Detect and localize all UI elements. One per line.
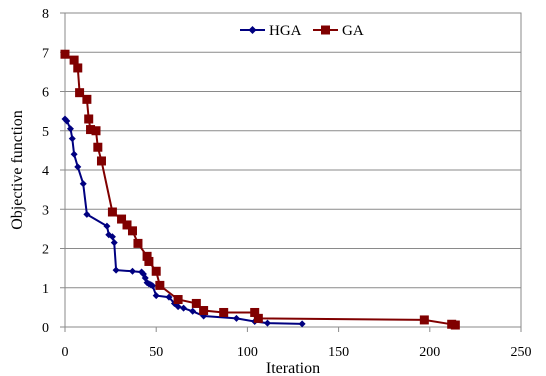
y-tick-label: 1 bbox=[42, 282, 49, 297]
data-point bbox=[75, 88, 85, 98]
data-point bbox=[180, 304, 188, 312]
y-tick-label: 6 bbox=[42, 86, 49, 101]
y-axis-title: Objective function bbox=[9, 110, 26, 230]
data-point bbox=[133, 238, 143, 248]
x-tick-label: 50 bbox=[149, 345, 163, 360]
data-point bbox=[155, 280, 165, 290]
grid-lines bbox=[65, 12, 521, 289]
data-point bbox=[86, 125, 96, 135]
data-point bbox=[219, 307, 229, 317]
series-line bbox=[64, 53, 456, 326]
data-point bbox=[69, 55, 79, 65]
axes bbox=[60, 12, 522, 332]
data-point bbox=[83, 210, 91, 218]
y-tick-label: 3 bbox=[42, 203, 49, 218]
data-point bbox=[127, 226, 137, 236]
data-point bbox=[165, 293, 173, 301]
data-point bbox=[263, 319, 271, 327]
x-tick-label: 100 bbox=[237, 345, 258, 360]
x-tick-label: 150 bbox=[328, 345, 349, 360]
series-hga bbox=[61, 115, 306, 328]
data-point bbox=[232, 314, 240, 322]
data-point bbox=[68, 135, 76, 143]
y-tick-label: 4 bbox=[42, 164, 49, 179]
y-tick-label: 8 bbox=[42, 7, 49, 22]
data-point bbox=[63, 117, 71, 125]
data-point bbox=[66, 125, 74, 133]
data-point bbox=[107, 207, 117, 217]
data-point bbox=[117, 214, 127, 224]
data-point bbox=[84, 114, 94, 124]
y-tick-label: 5 bbox=[42, 125, 49, 140]
data-point bbox=[152, 292, 160, 300]
legend-entry-hga: HGA bbox=[240, 23, 302, 39]
legend-marker-ga bbox=[321, 25, 330, 35]
x-tick-label: 250 bbox=[511, 345, 532, 360]
data-point bbox=[82, 94, 92, 104]
data-point bbox=[419, 315, 429, 325]
y-tick-label: 2 bbox=[42, 243, 49, 258]
data-point bbox=[250, 307, 260, 317]
data-point bbox=[189, 307, 197, 315]
series-ga bbox=[60, 49, 460, 330]
tick-labels: 0 1 2 3 4 5 6 7 8 0 50 100 150 200 250 bbox=[42, 7, 532, 360]
data-point bbox=[103, 222, 111, 230]
legend: HGA GA bbox=[240, 23, 364, 39]
y-tick-label: 0 bbox=[42, 321, 49, 336]
data-point bbox=[199, 306, 209, 316]
data-point bbox=[144, 256, 154, 266]
data-point bbox=[60, 49, 70, 59]
data-point bbox=[173, 295, 183, 305]
data-point bbox=[450, 320, 460, 330]
legend-marker-hga bbox=[248, 26, 257, 34]
data-point bbox=[73, 63, 83, 73]
data-point bbox=[149, 282, 157, 290]
data-point bbox=[79, 180, 87, 188]
data-point bbox=[191, 298, 201, 308]
legend-label-ga: GA bbox=[342, 23, 364, 39]
data-point bbox=[174, 303, 182, 311]
data-point bbox=[110, 239, 118, 247]
data-point bbox=[142, 251, 152, 261]
data-point bbox=[112, 266, 120, 274]
x-axis-title: Iteration bbox=[266, 360, 320, 376]
data-point bbox=[253, 313, 263, 323]
data-point bbox=[91, 126, 101, 136]
legend-entry-ga: GA bbox=[313, 23, 364, 39]
x-tick-label: 0 bbox=[62, 345, 69, 360]
series-layer bbox=[60, 49, 460, 330]
data-point bbox=[96, 156, 106, 166]
data-point bbox=[298, 320, 306, 328]
data-point bbox=[151, 266, 161, 276]
x-tick-label: 200 bbox=[419, 345, 440, 360]
data-point bbox=[122, 220, 132, 230]
y-tick-label: 7 bbox=[42, 46, 49, 61]
data-point bbox=[70, 150, 78, 158]
data-point bbox=[74, 163, 82, 171]
legend-label-hga: HGA bbox=[269, 23, 302, 39]
data-point bbox=[128, 267, 136, 275]
data-point bbox=[93, 142, 103, 152]
data-point bbox=[108, 233, 116, 241]
